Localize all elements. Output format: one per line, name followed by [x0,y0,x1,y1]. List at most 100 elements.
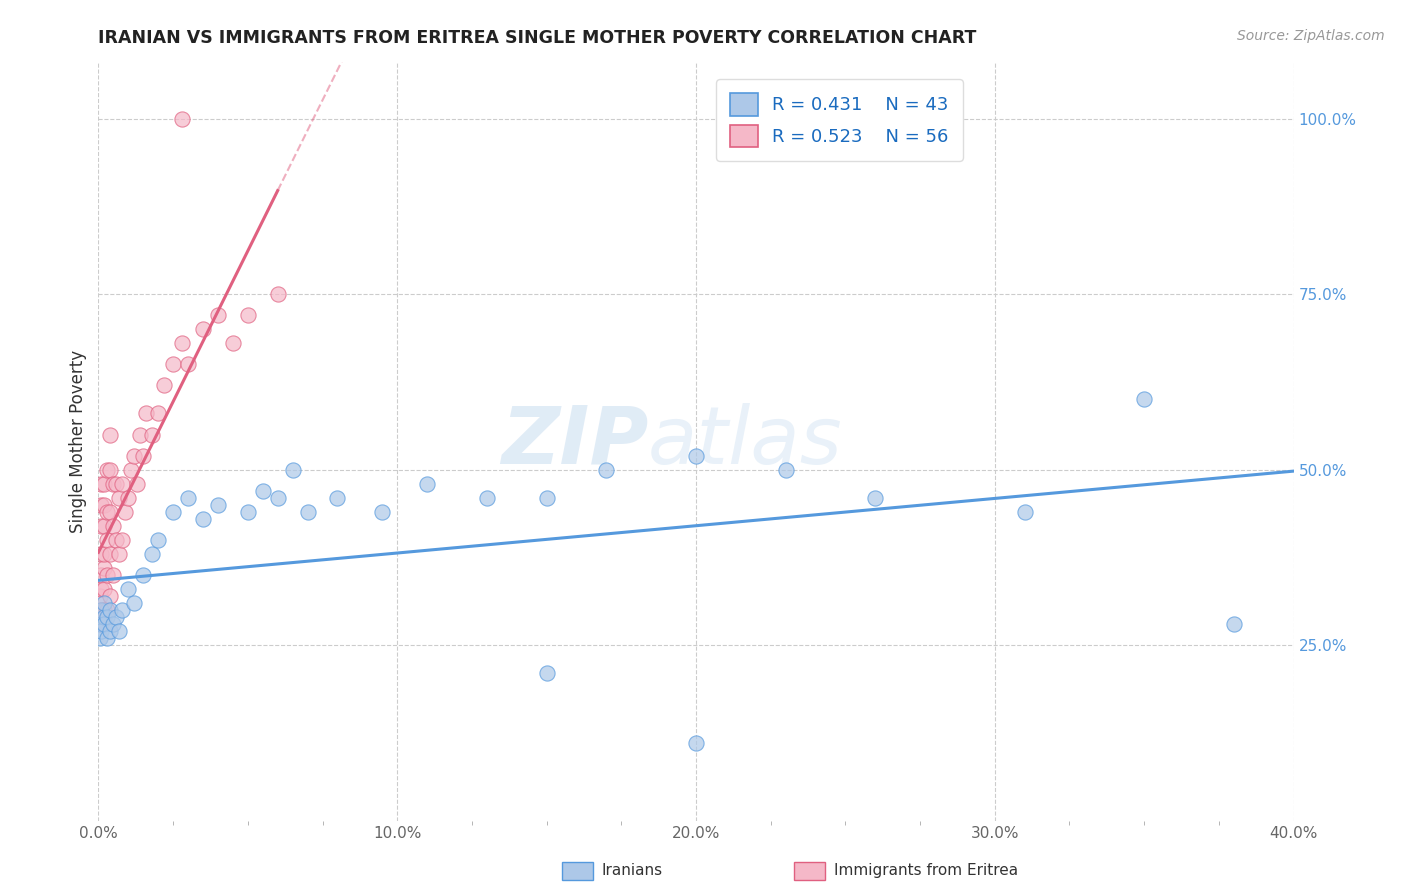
Text: ZIP: ZIP [501,402,648,481]
Point [172,112,194,126]
Point [93,603,115,617]
Point [132,568,155,582]
Point [98,589,122,603]
Point [132,449,155,463]
Point [103,476,125,491]
Point [595,462,617,476]
Point [536,666,558,681]
Point [98,547,122,561]
Point [685,449,707,463]
Point [108,547,131,561]
Point [96,631,118,645]
Point [105,476,128,491]
Point [281,462,304,476]
Point [111,533,134,547]
Point [93,561,115,575]
Point [93,547,115,561]
Point [148,407,170,421]
Point [865,491,887,505]
Point [326,491,349,505]
Point [191,322,214,336]
Point [89,631,111,645]
Point [93,617,115,632]
Point [89,589,111,603]
Point [475,491,498,505]
Point [108,624,131,639]
Point [90,603,112,617]
Legend: R = 0.431    N = 43, R = 0.523    N = 56: R = 0.431 N = 43, R = 0.523 N = 56 [716,79,963,161]
Point [105,610,128,624]
Point [267,491,290,505]
Point [685,736,707,750]
Point [1133,392,1156,407]
Point [93,582,115,596]
Point [90,624,112,639]
Point [96,462,118,476]
Point [162,505,184,519]
Point [536,491,558,505]
Point [103,617,125,632]
Text: Source: ZipAtlas.com: Source: ZipAtlas.com [1237,29,1385,43]
Point [93,610,115,624]
Text: Immigrants from Eritrea: Immigrants from Eritrea [834,863,1018,878]
Point [98,624,122,639]
Point [98,427,122,442]
Point [96,610,118,624]
Point [103,518,125,533]
Text: atlas: atlas [648,402,844,481]
Point [90,617,112,632]
Point [153,378,176,392]
Point [207,498,229,512]
Point [90,498,112,512]
Text: IRANIAN VS IMMIGRANTS FROM ERITREA SINGLE MOTHER POVERTY CORRELATION CHART: IRANIAN VS IMMIGRANTS FROM ERITREA SINGL… [98,29,977,47]
Point [177,491,200,505]
Point [129,427,152,442]
Y-axis label: Single Mother Poverty: Single Mother Poverty [69,350,87,533]
Point [141,427,163,442]
Point [98,505,122,519]
Point [127,476,149,491]
Point [371,505,394,519]
Text: Iranians: Iranians [602,863,662,878]
Point [236,505,259,519]
Point [90,603,112,617]
Point [98,603,122,617]
Point [93,518,115,533]
Point [90,568,112,582]
Point [111,603,134,617]
Point [141,547,163,561]
Point [207,308,229,322]
Point [1014,505,1036,519]
Point [90,547,112,561]
Point [117,582,139,596]
Point [120,462,142,476]
Point [1223,617,1246,632]
Point [117,491,139,505]
Point [114,505,136,519]
Point [162,357,184,371]
Point [252,483,274,498]
Point [775,462,797,476]
Point [89,617,111,632]
Point [236,308,259,322]
Point [267,287,290,301]
Point [111,476,134,491]
Point [98,462,122,476]
Point [124,449,146,463]
Point [96,505,118,519]
Point [148,533,170,547]
Point [177,357,200,371]
Point [93,498,115,512]
Point [124,596,146,610]
Point [90,582,112,596]
Point [93,476,115,491]
Point [96,533,118,547]
Point [108,491,131,505]
Point [222,336,245,351]
Point [135,407,157,421]
Point [93,596,115,610]
Point [103,568,125,582]
Point [90,518,112,533]
Point [90,617,112,632]
Point [96,568,118,582]
